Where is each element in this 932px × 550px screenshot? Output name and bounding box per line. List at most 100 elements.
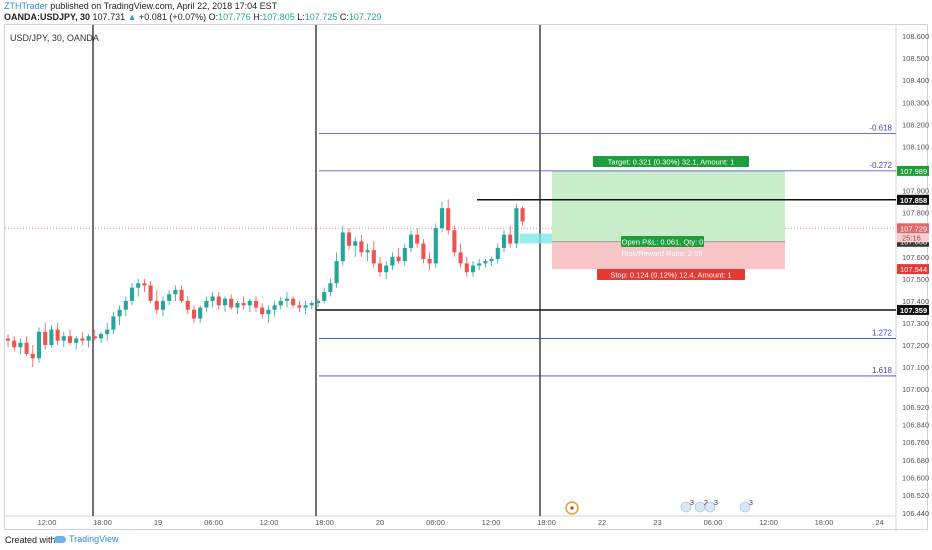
- y-tick-label: 107.200: [902, 341, 929, 350]
- candle-body: [111, 316, 116, 330]
- x-tick-label: 12:00: [38, 518, 57, 527]
- fib-level-label: -0.618: [869, 124, 892, 133]
- low-label: L:: [297, 12, 305, 22]
- candle-body: [173, 289, 178, 295]
- chart-frame[interactable]: [4, 24, 928, 530]
- x-tick-label: 12:00: [482, 518, 501, 527]
- published-text: published on TradingView.com, April 22, …: [50, 1, 278, 11]
- candle-body: [520, 208, 525, 222]
- candle-body: [322, 292, 327, 301]
- candle-body: [377, 263, 383, 273]
- fib-level-label: 1.272: [872, 328, 893, 337]
- candle-body: [49, 329, 54, 346]
- x-tick-label: 18:00: [815, 518, 834, 527]
- y-tick-label: 108.200: [902, 120, 929, 129]
- candle-body: [501, 234, 507, 248]
- candle-body: [284, 298, 290, 301]
- candle-body: [229, 298, 234, 308]
- x-tick-label: 20: [376, 518, 384, 527]
- candle-body: [359, 241, 364, 253]
- y-tick-label: 107.600: [902, 253, 929, 262]
- candle-body: [278, 300, 283, 306]
- candle-body: [241, 303, 246, 306]
- created-with-text: Created with: [5, 535, 56, 545]
- price-tag-label: 107.359: [900, 306, 927, 315]
- candle-body: [452, 230, 457, 253]
- candle-body: [198, 307, 203, 319]
- pnl-label-bg: [621, 236, 704, 247]
- candle-body: [464, 263, 469, 273]
- quote-line: OANDA:USDJPY, 30 107.731 ▲ +0.081 (+0.07…: [4, 12, 381, 23]
- x-tick-label: 18:00: [93, 518, 112, 527]
- candle-body: [86, 336, 91, 341]
- candle-body: [36, 331, 42, 359]
- tradingview-link[interactable]: TradingView: [54, 534, 119, 544]
- username-link[interactable]: ZTHTrader: [4, 1, 48, 11]
- candle-body: [303, 305, 308, 308]
- candle-body: [396, 256, 401, 262]
- candle-body: [495, 247, 500, 259]
- close-label: C:: [339, 12, 349, 22]
- y-tick-label: 108.100: [902, 142, 929, 151]
- candle-body: [384, 265, 389, 273]
- x-tick-label: 12:00: [759, 518, 778, 527]
- countdown-label: 25:16: [902, 233, 921, 242]
- candle-body: [247, 300, 252, 306]
- candle-body: [421, 243, 426, 259]
- candle-body: [390, 256, 395, 266]
- candle-body: [470, 265, 476, 273]
- price-tag-label: 107.989: [900, 167, 927, 176]
- x-tick-label: 19: [154, 518, 162, 527]
- close-value: 107.729: [348, 12, 382, 22]
- candle-body: [123, 300, 128, 310]
- candle-body: [160, 300, 166, 310]
- x-tick-label: 06:00: [426, 518, 445, 527]
- price-tag-label: 107.858: [900, 196, 927, 205]
- candle-body: [74, 338, 79, 343]
- candle-body: [210, 296, 215, 301]
- target-label: Target: 0.321 (0.30%) 32.1, Amount: 1: [608, 158, 735, 167]
- profit-zone: [552, 170, 785, 242]
- tradingview-logo-icon: [54, 536, 66, 544]
- event-count: 3: [714, 500, 718, 507]
- high-label: H:: [253, 12, 263, 22]
- price-tag-label: 107.729: [900, 224, 927, 233]
- candle-body: [365, 250, 370, 253]
- x-tick-label: 23: [653, 518, 661, 527]
- candle-body: [222, 298, 228, 306]
- x-tick-label: 18:00: [537, 518, 556, 527]
- event-marker-icon: [565, 501, 579, 515]
- candle-body: [167, 294, 172, 301]
- fib-level-label: 1.618: [872, 366, 893, 375]
- candle-body: [98, 334, 104, 339]
- y-tick-label: 106.760: [902, 438, 929, 447]
- candle-body: [315, 300, 321, 304]
- chart-title: USD/JPY, 30, OANDA: [10, 33, 99, 43]
- candle-body: [260, 307, 265, 315]
- candle-body: [12, 340, 17, 348]
- price-tag-bg: [897, 194, 929, 205]
- candle-body: [514, 208, 519, 244]
- candle-body: [309, 303, 314, 306]
- y-tick-label: 106.600: [902, 473, 929, 482]
- event-count: 3: [749, 500, 753, 507]
- candle-body: [415, 234, 420, 244]
- candle-body: [402, 247, 407, 262]
- candle-body: [179, 289, 184, 301]
- event-count: 2: [704, 500, 708, 507]
- brand-label: TradingView: [69, 534, 119, 544]
- candle-body: [148, 285, 153, 301]
- y-tick-label: 106.920: [902, 403, 929, 412]
- event-marker-dot: [570, 506, 574, 510]
- candle-body: [340, 232, 345, 262]
- candle-body: [433, 228, 438, 264]
- x-tick-label: 24: [875, 518, 883, 527]
- y-tick-label: 107.800: [902, 209, 929, 218]
- candle-body: [334, 261, 339, 284]
- us-flag-event-icon: [680, 501, 692, 513]
- candle-body: [489, 258, 494, 262]
- candle-body: [204, 300, 209, 308]
- price-tag-label: 107.544: [900, 265, 927, 274]
- candle-body: [216, 296, 221, 306]
